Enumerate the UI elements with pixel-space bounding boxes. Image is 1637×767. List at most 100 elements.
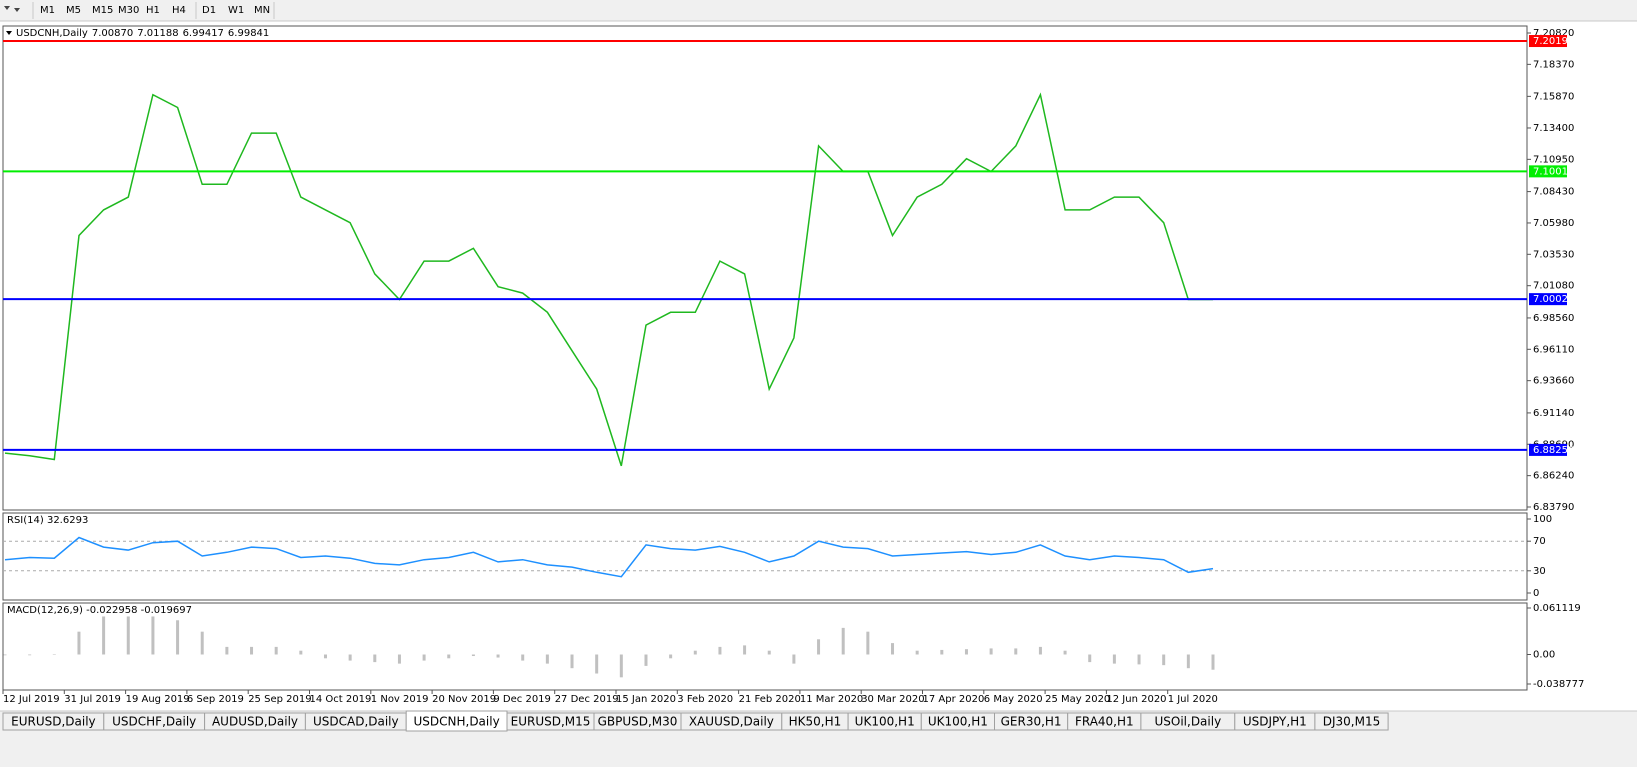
y-tick-label: 7.15870	[1533, 91, 1574, 102]
timeframe-button[interactable]: H1	[146, 5, 160, 16]
toolbar	[0, 0, 1637, 21]
macd-pane	[2, 602, 1528, 691]
x-tick-label: 25 Sep 2019	[248, 694, 311, 705]
macd-bar	[669, 654, 673, 659]
tab-label[interactable]: XAUUSD,Daily	[689, 715, 774, 729]
tab-label[interactable]: FRA40,H1	[1075, 715, 1134, 729]
price-line	[4, 92, 1213, 467]
low: 6.99417	[183, 28, 224, 39]
macd-bar	[52, 654, 56, 655]
y-tick-label: 70	[1533, 536, 1546, 547]
x-tick-label: 1 Jul 2020	[1168, 694, 1218, 705]
y-tick-label: 7.01080	[1533, 281, 1574, 292]
level-label-box	[1529, 165, 1567, 178]
timeframe-button[interactable]: M30	[118, 5, 139, 16]
macd-bar	[693, 650, 697, 655]
tab-label[interactable]: USDCNH,Daily	[413, 715, 499, 729]
symbol: USDCNH,Daily	[16, 28, 88, 39]
x-tick-label: 25 May 2020	[1045, 694, 1110, 705]
x-tick-label: 21 Feb 2020	[739, 694, 801, 705]
tab-label[interactable]: GBPUSD,M30	[598, 715, 678, 729]
y-tick-label: 6.98560	[1533, 313, 1574, 324]
macd-bar	[915, 650, 919, 655]
y-tick-label: 6.91140	[1533, 408, 1574, 419]
level-label: 7.00029	[1533, 294, 1574, 305]
macd-bar	[422, 654, 426, 661]
tab-label[interactable]: UK100,H1	[928, 715, 988, 729]
tab-label[interactable]: UK100,H1	[855, 715, 915, 729]
toolbar-dropdown[interactable]	[14, 8, 20, 12]
macd-bar	[718, 646, 722, 655]
level-label: 7.10011	[1533, 166, 1574, 177]
timeframe-button[interactable]: M5	[66, 5, 81, 16]
rsi-pane	[2, 512, 1528, 601]
macd-bar	[644, 654, 648, 666]
tab-label[interactable]: GER30,H1	[1001, 715, 1062, 729]
x-tick-label: 6 May 2020	[984, 694, 1043, 705]
x-tick-label: 17 Apr 2020	[923, 694, 985, 705]
tab-label[interactable]: USDCAD,Daily	[313, 715, 399, 729]
open: 7.00870	[92, 28, 133, 39]
tab[interactable]	[1314, 712, 1389, 731]
timeframe-button[interactable]: W1	[228, 5, 244, 16]
macd-bar	[545, 654, 549, 664]
tab-label[interactable]: EURUSD,Daily	[11, 715, 96, 729]
tab-label[interactable]: EURUSD,M15	[511, 715, 591, 729]
macd-bar	[28, 654, 32, 656]
x-tick-label: 19 Aug 2019	[126, 694, 190, 705]
toolbar-icon[interactable]	[4, 6, 10, 10]
tab-label[interactable]: AUDUSD,Daily	[212, 715, 298, 729]
tab-label[interactable]: USOil,Daily	[1154, 715, 1221, 729]
macd-bar	[151, 616, 155, 655]
macd-bar	[1038, 646, 1042, 655]
macd-bar	[323, 654, 327, 659]
macd-bar	[619, 654, 623, 678]
macd-bar	[521, 654, 525, 661]
x-tick-label: 12 Jul 2019	[3, 694, 60, 705]
level-label-box	[1529, 293, 1567, 306]
y-tick-label: -0.038777	[1533, 679, 1584, 690]
timeframe-button[interactable]: D1	[202, 5, 216, 16]
x-tick-label: 14 Oct 2019	[310, 694, 372, 705]
macd-title: MACD(12,26,9) -0.022958 -0.019697	[7, 605, 192, 616]
x-tick-label: 12 Jun 2020	[1106, 694, 1166, 705]
macd-bar	[299, 650, 303, 655]
x-tick-label: 11 Mar 2020	[800, 694, 863, 705]
tab-label[interactable]: DJ30,M15	[1323, 715, 1381, 729]
timeframe-button[interactable]: M15	[92, 5, 113, 16]
y-tick-label: 100	[1533, 514, 1552, 525]
macd-bar	[373, 654, 377, 663]
timeframe-button[interactable]: M1	[40, 5, 55, 16]
y-tick-label: 30	[1533, 566, 1546, 577]
timeframe-button[interactable]: H4	[172, 5, 186, 16]
macd-bar	[891, 643, 895, 655]
y-tick-label: 0.00	[1533, 649, 1555, 660]
rsi-title: RSI(14) 32.6293	[7, 515, 88, 526]
high: 7.01188	[137, 28, 178, 39]
macd-bar	[200, 631, 204, 655]
timeframe-button[interactable]: MN	[254, 5, 270, 16]
tab-label[interactable]: USDJPY,H1	[1243, 715, 1307, 729]
level-label-box	[1529, 35, 1567, 48]
x-tick-label: 30 Mar 2020	[861, 694, 924, 705]
level-label: 6.88250	[1533, 445, 1574, 456]
macd-bar	[496, 654, 500, 658]
macd-bar	[447, 654, 451, 659]
tab-label[interactable]: USDCHF,Daily	[112, 715, 196, 729]
close: 6.99841	[228, 28, 269, 39]
y-tick-label: 7.20820	[1533, 28, 1574, 39]
macd-bar	[126, 616, 130, 655]
y-tick-label: 0	[1533, 588, 1539, 599]
macd-bar	[989, 648, 993, 655]
macd-bar	[77, 631, 81, 655]
macd-bar	[595, 654, 599, 674]
macd-bar	[274, 646, 278, 655]
y-tick-label: 7.08430	[1533, 187, 1574, 198]
price-pane	[2, 25, 1528, 511]
y-tick-label: 7.05980	[1533, 218, 1574, 229]
tab-label[interactable]: HK50,H1	[789, 715, 842, 729]
x-tick-label: 15 Jan 2020	[616, 694, 676, 705]
y-tick-label: 6.96110	[1533, 344, 1574, 355]
